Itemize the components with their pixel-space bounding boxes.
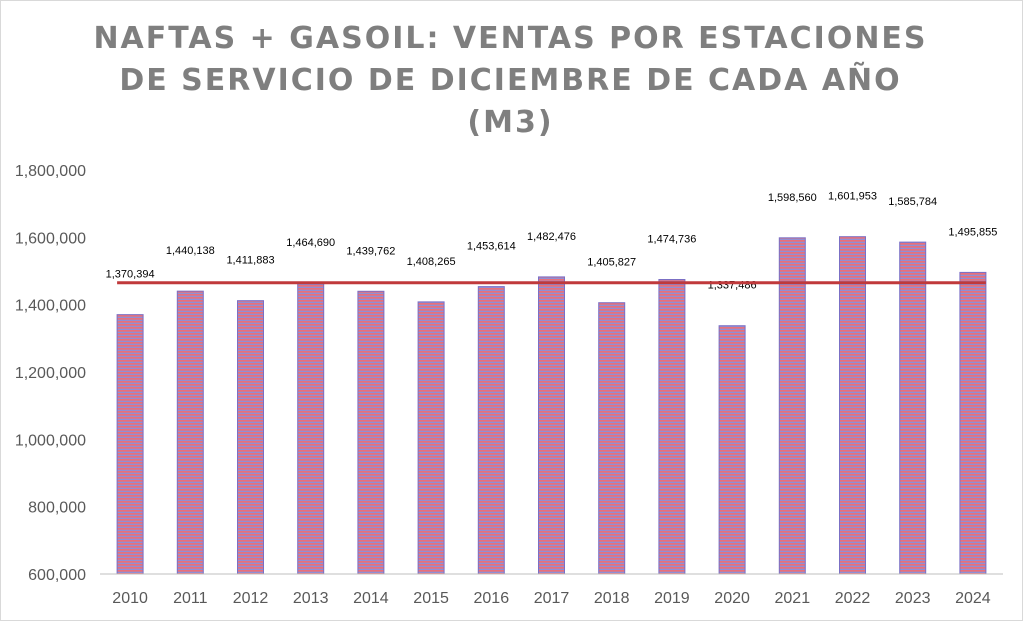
data-label-2024: 1,495,855: [948, 226, 997, 238]
bar-2020: [718, 325, 746, 575]
data-label-2016: 1,453,614: [467, 241, 516, 253]
x-tick-label: 2021: [775, 590, 811, 607]
x-tick-label: 2015: [413, 590, 449, 607]
chart-title-line-1: NAFTAS + GASOIL: VENTAS POR ESTACIONES: [93, 21, 928, 56]
y-tick-label: 1,000,000: [15, 432, 86, 449]
data-label-2017: 1,482,476: [527, 231, 576, 243]
y-tick-label: 600,000: [28, 567, 86, 584]
bar-2012: [237, 300, 264, 575]
bar-2023: [899, 241, 927, 575]
bar-2010: [116, 314, 144, 575]
x-tick-label: 2023: [895, 590, 931, 607]
chart-title-line-2: DE SERVICIO DE DICIEMBRE DE CADA AÑO: [119, 63, 902, 98]
x-tick-label: 2012: [233, 590, 269, 607]
x-tick-label: 2010: [112, 590, 148, 607]
chart-title-line-3: (M3): [467, 105, 554, 140]
bar-2017: [538, 276, 565, 575]
data-label-2013: 1,464,690: [286, 237, 335, 249]
data-label-2011: 1,440,138: [166, 245, 215, 257]
bar-2022: [839, 236, 866, 575]
x-tick-label: 2024: [955, 590, 991, 607]
bar-2021: [778, 237, 806, 575]
x-tick-label: 2022: [835, 590, 871, 607]
data-label-2019: 1,474,736: [647, 234, 696, 246]
bar-2016: [477, 286, 505, 575]
data-label-2022: 1,601,953: [828, 191, 877, 203]
x-tick-label: 2018: [594, 590, 630, 607]
y-tick-label: 1,600,000: [15, 230, 86, 247]
data-label-2023: 1,585,784: [888, 196, 937, 208]
x-tick-label: 2013: [293, 590, 329, 607]
y-tick-label: 1,400,000: [15, 298, 86, 315]
x-tick-label: 2020: [714, 590, 750, 607]
bar-2011: [176, 290, 204, 575]
y-tick-label: 1,200,000: [15, 365, 86, 382]
bar-2013: [297, 282, 325, 575]
data-label-2021: 1,598,560: [768, 192, 817, 204]
data-label-2014: 1,439,762: [346, 245, 395, 257]
x-tick-label: 2011: [173, 590, 208, 607]
chart-title: NAFTAS + GASOIL: VENTAS POR ESTACIONES D…: [0, 18, 1021, 144]
data-label-2010: 1,370,394: [106, 269, 155, 281]
bar-2015: [417, 301, 445, 575]
bar-2024: [959, 271, 987, 575]
y-tick-label: 800,000: [28, 500, 86, 517]
x-tick-label: 2016: [474, 590, 510, 607]
x-tick-label: 2017: [534, 590, 570, 607]
bar-2018: [598, 302, 626, 575]
bar-2014: [357, 290, 385, 575]
bar-2019: [658, 279, 686, 575]
data-label-2012: 1,411,883: [226, 255, 274, 267]
x-tick-label: 2014: [353, 590, 389, 607]
x-tick-label: 2019: [654, 590, 690, 607]
data-label-2015: 1,408,265: [407, 256, 456, 268]
data-label-2018: 1,405,827: [587, 257, 636, 269]
y-tick-label: 1,800,000: [15, 163, 86, 180]
